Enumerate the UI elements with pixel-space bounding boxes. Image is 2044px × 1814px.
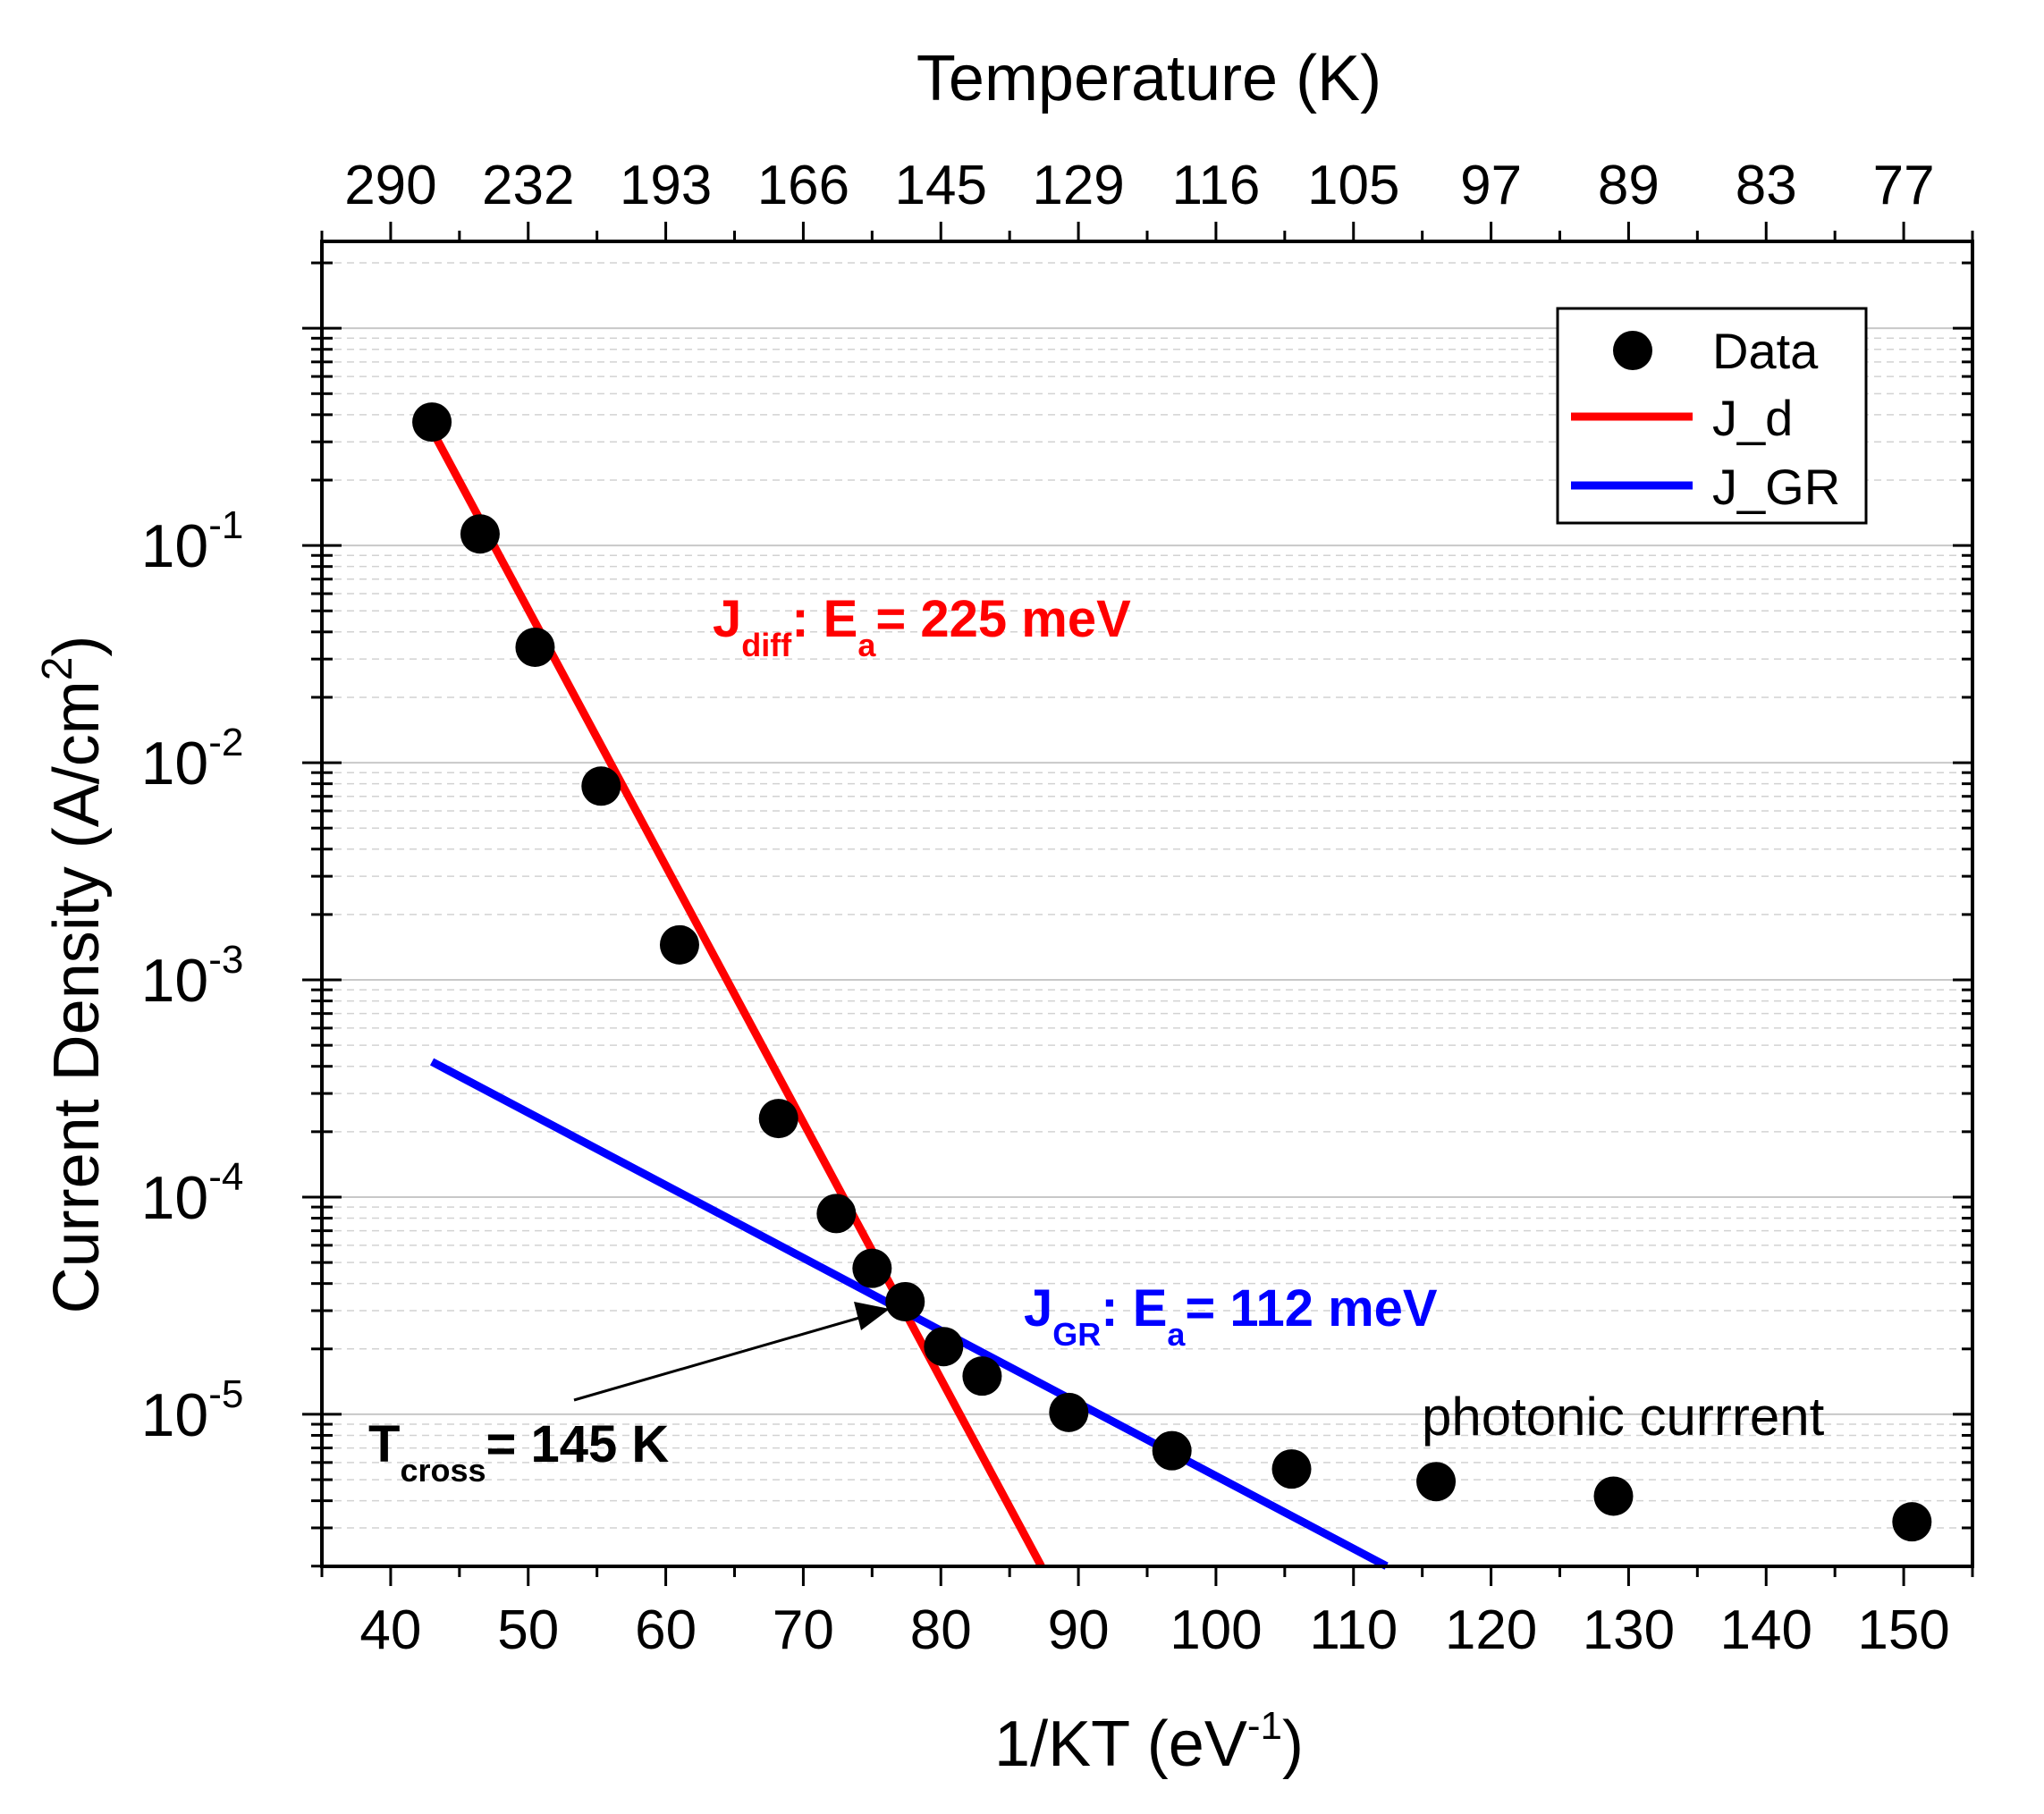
data-point [659,924,699,965]
jgr-end: = 112 meV [1185,1279,1437,1337]
top-tick-label: 166 [757,155,849,216]
x-tick-label: 90 [1048,1599,1110,1661]
data-point [581,766,621,806]
top-tick-label: 89 [1598,155,1660,216]
crossover-arrow-line [573,1314,866,1402]
x-axis-title: 1/KT (eV-1) [994,1704,1304,1780]
y-tick-label-exp: -1 [208,503,243,547]
top-tick-label: 129 [1032,155,1124,216]
y-tick-label-base: 10 [141,730,209,797]
x-tick-label: 40 [359,1599,421,1661]
data-point [412,402,452,443]
data-points [412,402,1932,1542]
series-line-j-d [428,427,1045,1568]
legend-label-jgr: J_GR [1712,459,1840,515]
jgr-sub: GR [1052,1316,1101,1353]
top-tick-label: 145 [895,155,987,216]
y-tick-label-base: 10 [141,512,209,580]
jdiff-main: J [713,590,741,648]
top-tick-label: 290 [344,155,436,216]
x-tick-label: 120 [1445,1599,1537,1661]
crossover-arrow-head [854,1302,890,1330]
top-tick-label: 97 [1460,155,1522,216]
y-tick-label-exp: -2 [208,721,243,764]
tcross-end: = 145 K [486,1415,670,1473]
annotation-photonic: photonic currrent [1422,1387,1825,1447]
data-point [852,1248,892,1288]
y-tick-label-base: 10 [141,1381,209,1449]
x-tick-label: 80 [910,1599,972,1661]
x-axis-title-sup: -1 [1247,1704,1282,1748]
top-tick-label: 83 [1736,155,1797,216]
top-tick-label: 232 [482,155,574,216]
y-tick-label: 10-1 [141,503,244,580]
data-point [1152,1430,1192,1471]
y-tick-label: 10-2 [141,721,244,797]
x-axis-title-main: 1/KT (eV [994,1709,1247,1780]
x-tick-label: 70 [773,1599,834,1661]
top-tick-label: 193 [620,155,712,216]
data-point [924,1327,964,1367]
data-point [1892,1502,1932,1542]
x-tick-label: 140 [1720,1599,1812,1661]
y-tick-label: 10-5 [141,1372,244,1449]
y-axis-title: Current Density (A/cm2) [34,636,113,1314]
tcross-main: T [368,1415,400,1473]
x-tick-label: 100 [1170,1599,1262,1661]
jgr-main: J [1024,1279,1052,1337]
y-tick-label: 10-3 [141,938,244,1015]
y-tick-label: 10-4 [141,1155,244,1232]
jdiff-mid: : E [791,590,857,648]
top-tick-label: 116 [1171,155,1260,216]
tick-labels: 10-110-210-310-410-540 50 60 70 80 90 100 110 12… [141,155,1950,1661]
x-axis-title-end: ) [1282,1709,1304,1780]
legend-label-jd: J_d [1712,390,1793,446]
x-tick-label: 50 [497,1599,559,1661]
jgr-sub2: a [1167,1316,1186,1353]
data-point [962,1356,1002,1396]
top-axis-title: Temperature (K) [916,43,1381,114]
jgr-mid: : E [1101,1279,1167,1337]
data-point [460,514,500,554]
annotation-jdiff: Jdiff: Ea= 225 meV [713,590,1131,663]
top-tick-label: 105 [1307,155,1399,216]
y-tick-label-exp: -5 [208,1372,243,1416]
data-point [515,627,555,667]
legend: Data J_d J_GR [1556,307,1868,525]
x-tick-label: 130 [1583,1599,1675,1661]
plot-frame [320,240,1974,1568]
annotation-jgr: JGR: Ea= 112 meV [1024,1279,1438,1353]
annotation-tcross: Tcross= 145 K [368,1415,669,1489]
jdiff-end: = 225 meV [875,590,1131,648]
grid-lines [322,262,1972,1567]
y-tick-label-base: 10 [141,1164,209,1232]
y-tick-label-base: 10 [141,947,209,1015]
y-tick-label-exp: -4 [208,1155,243,1199]
data-point [1593,1476,1634,1516]
data-point [816,1194,857,1234]
x-tick-label: 150 [1857,1599,1949,1661]
data-point [758,1099,798,1139]
y-tick-label-exp: -3 [208,938,243,982]
jdiff-sub: diff [741,627,792,663]
y-axis-title-sup: 2 [34,657,81,681]
top-tick-label: 77 [1873,155,1935,216]
x-tick-label: 60 [635,1599,697,1661]
jdiff-sub2: a [857,627,876,663]
legend-label-data: Data [1712,323,1819,379]
y-axis-title-main: Current Density (A/cm [41,680,113,1313]
x-tick-label: 110 [1309,1599,1398,1661]
data-point [1049,1392,1089,1432]
y-axis-title-end: ) [41,636,113,657]
data-point [1271,1449,1312,1489]
data-point [1416,1462,1457,1502]
tcross-sub: cross [400,1452,486,1489]
data-point [885,1281,925,1321]
legend-data-marker [1613,331,1652,370]
